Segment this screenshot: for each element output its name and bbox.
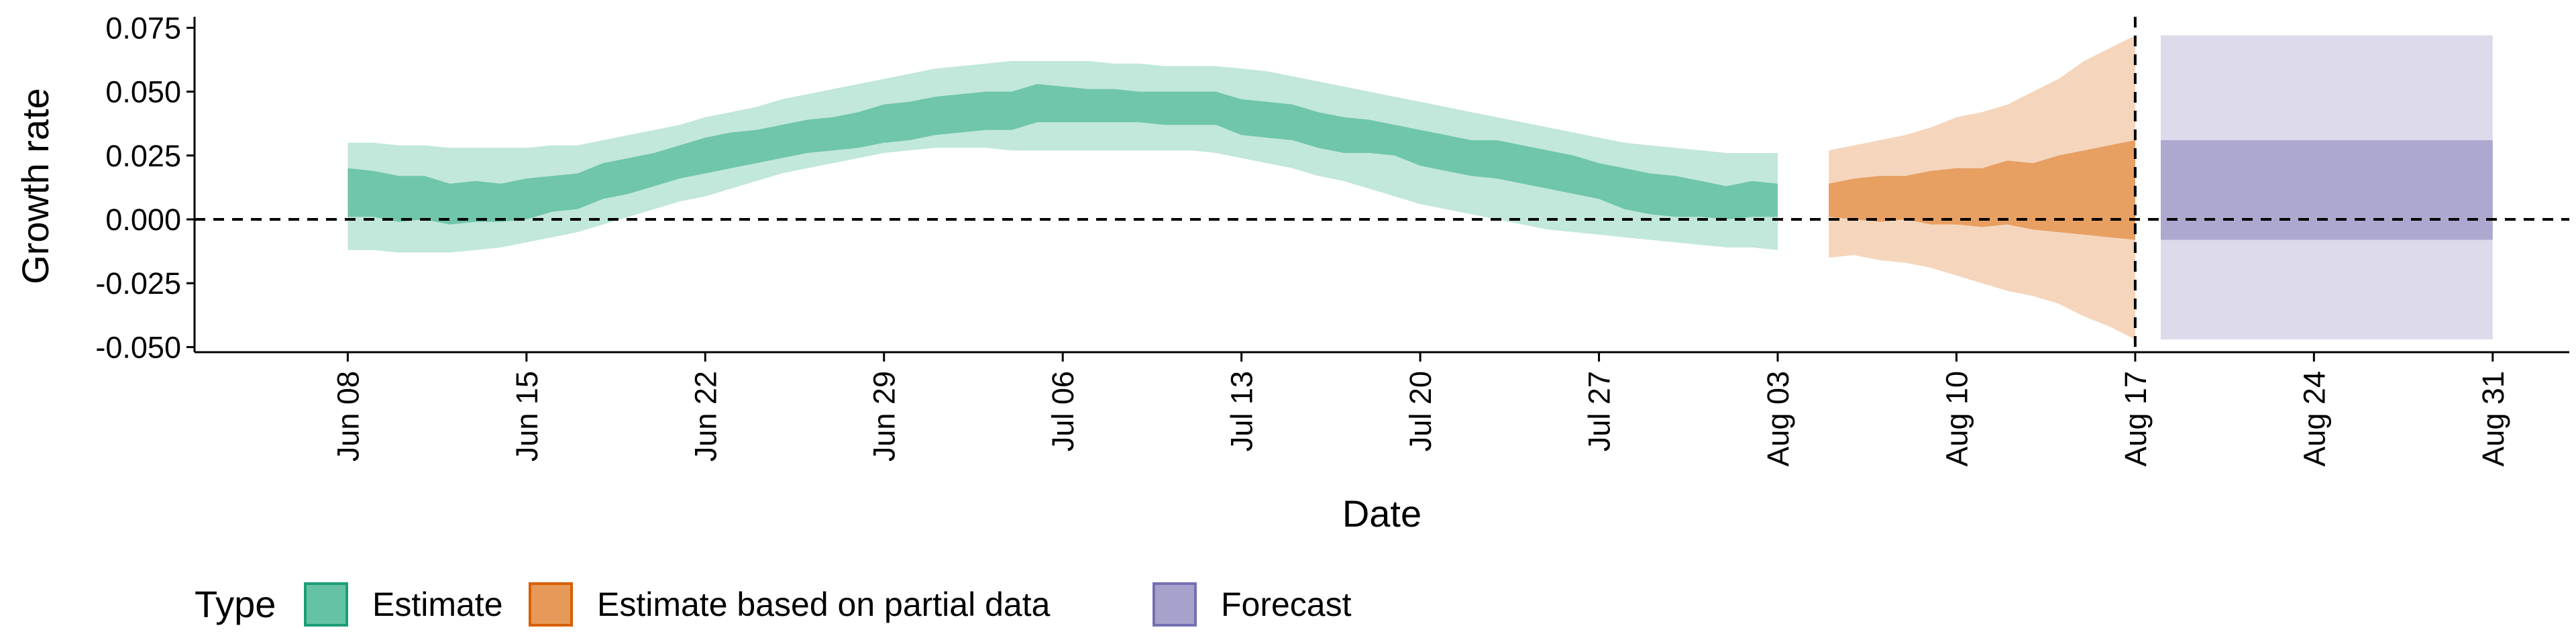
x-tick-label: Jul 06 xyxy=(1046,371,1080,451)
x-tick-label: Jul 20 xyxy=(1403,371,1438,451)
x-tick-label: Jun 15 xyxy=(510,371,544,462)
reference-lines xyxy=(195,17,2569,352)
estimate-based-on-partial-data-legend-swatch xyxy=(529,582,573,627)
estimate-legend-label: Estimate xyxy=(372,586,503,623)
estimate-based-on-partial-data-inner-band xyxy=(1829,140,2135,240)
x-tick-label: Aug 03 xyxy=(1761,371,1795,467)
x-tick-label: Aug 10 xyxy=(1939,371,1974,467)
estimate-outer-band xyxy=(347,60,1778,253)
forecast-legend-swatch xyxy=(1152,582,1197,627)
y-tick-label: -0.025 xyxy=(95,266,181,301)
x-tick-label: Aug 17 xyxy=(2118,371,2153,467)
y-tick-label: 0.000 xyxy=(105,203,181,237)
x-tick-label: Jul 13 xyxy=(1225,371,1259,451)
x-tick-label: Jul 27 xyxy=(1582,371,1617,451)
y-tick-label: 0.075 xyxy=(105,11,181,45)
x-tick-label: Aug 24 xyxy=(2297,371,2331,467)
y-tick-label: 0.025 xyxy=(105,139,181,173)
estimate-legend-swatch xyxy=(304,582,348,627)
chart-bands xyxy=(347,35,2493,340)
chart-axes xyxy=(193,17,2569,354)
x-tick-label: Jun 08 xyxy=(331,371,365,462)
forecast-legend-label: Forecast xyxy=(1221,586,1352,623)
x-tick-label: Aug 31 xyxy=(2476,371,2510,467)
x-tick-label: Jun 22 xyxy=(688,371,722,462)
x-axis-title: Date xyxy=(1342,492,1421,535)
forecast-inner-band xyxy=(2161,140,2493,240)
y-axis-title: Growth rate xyxy=(14,88,56,284)
legend: Type Estimate Estimate based on partial d… xyxy=(195,582,1352,627)
legend-title: Type xyxy=(195,583,276,625)
x-tick-label: Jun 29 xyxy=(867,371,902,462)
estimate-inner-band xyxy=(347,84,1778,225)
y-tick-label: 0.050 xyxy=(105,75,181,109)
estimate-based-on-partial-data-legend-label: Estimate based on partial data xyxy=(597,586,1051,623)
y-tick-label: -0.050 xyxy=(95,330,181,364)
chart-ticks: 0.075 0.050 0.025 0.000 -0.025 -0.050 Jun 08 Ju… xyxy=(95,11,2510,466)
